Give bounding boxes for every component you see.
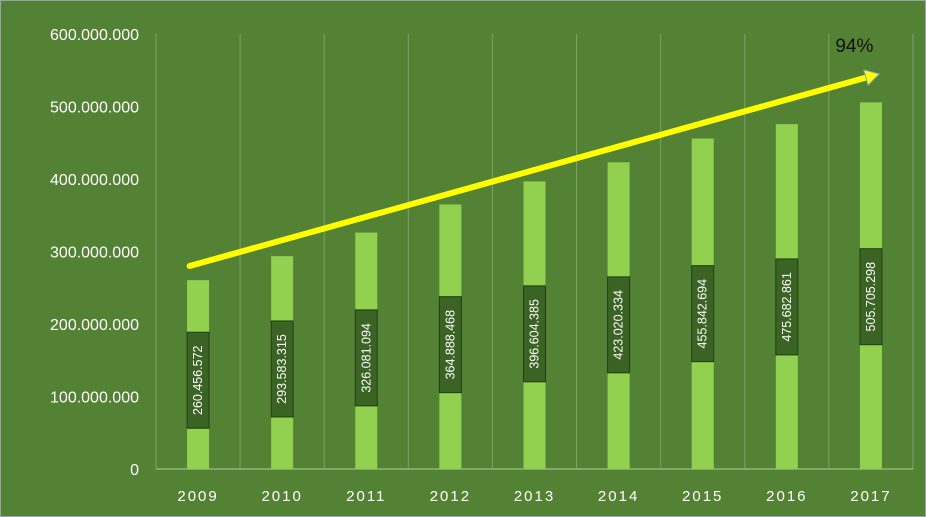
data-label-box (775, 258, 799, 356)
data-label-box (523, 285, 546, 383)
y-tick-label: 300.000.000 (50, 245, 139, 262)
data-label-box (607, 276, 631, 374)
trend-annotation: 94% (835, 36, 873, 57)
data-labels: 260.456.572 293.583.315 326.081.094 364.888… (186, 248, 883, 429)
data-label-box (438, 296, 462, 394)
data-label-box (691, 265, 715, 363)
trend-arrow: 94% (186, 36, 881, 269)
x-tick-label: 2011 (346, 488, 386, 505)
data-label: 505.705.298 (864, 262, 878, 332)
x-tick-label: 2013 (514, 488, 555, 505)
data-label: 475.682.861 (780, 272, 794, 342)
y-tick-label: 500.000.000 (50, 100, 139, 117)
x-tick-label: 2017 (850, 488, 891, 505)
y-tick-label: 0 (130, 462, 139, 479)
y-tick-label: 600.000.000 (50, 27, 139, 44)
data-label: 364.888.468 (443, 310, 457, 380)
trend-arrowhead (863, 69, 881, 87)
x-tick-label: 2015 (682, 488, 723, 505)
data-label: 260.456.572 (191, 345, 205, 415)
data-label: 326.081.094 (359, 323, 373, 393)
data-label-box (186, 331, 210, 429)
data-label: 455.842.694 (696, 279, 710, 349)
y-tick-label: 100.000.000 (50, 390, 139, 407)
x-tick-label: 2009 (177, 488, 218, 505)
y-tick-label: 200.000.000 (50, 317, 139, 334)
y-tick-label: 400.000.000 (50, 172, 139, 189)
data-label: 423.020.334 (612, 290, 626, 360)
data-label: 293.583.315 (275, 334, 289, 404)
x-tick-label: 2014 (598, 488, 639, 505)
gridlines (155, 34, 914, 469)
x-tick-label: 2012 (430, 488, 471, 505)
trend-line (186, 73, 872, 269)
x-tick-label: 2016 (766, 488, 807, 505)
data-label-box (270, 320, 294, 418)
x-tick-label: 2010 (261, 488, 302, 505)
data-label-box (354, 309, 378, 407)
data-label: 396.604.385 (528, 299, 542, 369)
data-label-box (859, 248, 883, 346)
